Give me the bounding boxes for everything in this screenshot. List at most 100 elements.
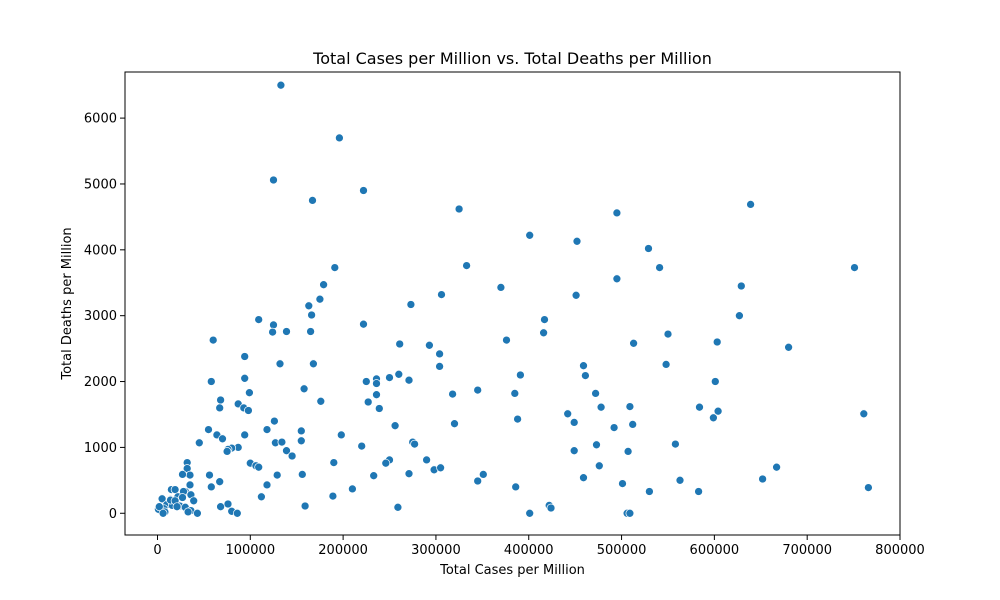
data-point bbox=[183, 507, 193, 517]
data-point bbox=[546, 503, 556, 513]
data-point bbox=[272, 470, 282, 480]
data-point bbox=[304, 301, 314, 311]
data-point bbox=[232, 508, 242, 518]
data-point bbox=[502, 335, 511, 345]
data-point bbox=[308, 196, 317, 205]
plot-frame bbox=[124, 71, 901, 536]
data-point bbox=[511, 482, 521, 492]
data-point bbox=[473, 385, 483, 395]
data-point bbox=[539, 328, 548, 338]
data-point bbox=[215, 403, 225, 413]
data-point bbox=[359, 186, 368, 195]
data-point bbox=[710, 377, 720, 386]
data-point bbox=[222, 447, 232, 456]
data-point bbox=[329, 458, 339, 467]
x-tick-label: 0 bbox=[153, 543, 161, 558]
data-point bbox=[436, 463, 445, 473]
data-point bbox=[473, 476, 483, 486]
data-point bbox=[579, 473, 588, 483]
data-point bbox=[395, 339, 405, 349]
data-point bbox=[300, 501, 310, 511]
data-point bbox=[569, 418, 579, 427]
data-point bbox=[170, 485, 180, 494]
data-point bbox=[390, 421, 400, 431]
data-point bbox=[462, 261, 471, 270]
data-point bbox=[216, 502, 225, 512]
data-point bbox=[277, 437, 287, 447]
data-point bbox=[157, 494, 167, 504]
data-point bbox=[713, 406, 723, 416]
data-point bbox=[525, 508, 535, 518]
data-point bbox=[254, 315, 264, 324]
data-point bbox=[435, 349, 444, 359]
y-tick-label: 0 bbox=[109, 507, 117, 522]
data-point bbox=[525, 230, 535, 240]
data-point bbox=[591, 389, 600, 398]
data-point bbox=[172, 502, 182, 512]
data-point bbox=[363, 397, 373, 407]
data-point bbox=[644, 244, 653, 253]
data-point bbox=[374, 404, 384, 413]
data-point bbox=[372, 390, 381, 400]
data-point bbox=[262, 480, 272, 490]
data-point bbox=[276, 80, 286, 90]
data-point bbox=[193, 508, 202, 518]
y-tick-label: 3000 bbox=[84, 309, 117, 324]
data-point bbox=[661, 360, 671, 369]
data-point bbox=[270, 416, 279, 426]
data-point bbox=[859, 409, 869, 419]
data-point bbox=[425, 340, 434, 350]
data-point bbox=[315, 294, 325, 304]
data-point bbox=[296, 436, 306, 446]
data-point bbox=[240, 430, 250, 440]
data-point bbox=[735, 311, 744, 321]
data-point bbox=[357, 441, 367, 451]
data-point bbox=[513, 414, 522, 424]
data-point bbox=[275, 359, 285, 369]
data-point bbox=[257, 492, 266, 502]
data-point bbox=[596, 402, 606, 412]
x-axis-title: Total Cases per Million bbox=[439, 563, 585, 578]
data-point bbox=[348, 484, 357, 494]
data-point bbox=[623, 447, 633, 456]
data-point bbox=[569, 446, 579, 456]
data-point bbox=[695, 402, 704, 412]
data-point bbox=[361, 377, 371, 386]
data-point bbox=[496, 283, 506, 292]
x-tick-label: 800000 bbox=[875, 543, 925, 558]
data-point bbox=[178, 493, 187, 502]
data-point bbox=[618, 479, 627, 488]
data-point bbox=[437, 290, 446, 299]
data-point bbox=[581, 371, 590, 380]
data-point bbox=[850, 263, 859, 272]
data-point bbox=[663, 329, 673, 339]
data-point bbox=[655, 263, 664, 272]
data-point bbox=[393, 502, 403, 512]
data-point bbox=[223, 499, 233, 509]
data-point bbox=[579, 361, 588, 371]
data-point bbox=[299, 384, 309, 394]
data-point bbox=[864, 483, 873, 492]
data-point bbox=[516, 370, 525, 380]
data-point bbox=[372, 379, 381, 388]
data-point bbox=[158, 508, 168, 518]
data-point bbox=[758, 474, 767, 484]
data-point bbox=[208, 335, 218, 345]
y-axis-title: Total Deaths per Million bbox=[60, 227, 75, 380]
data-point bbox=[189, 496, 199, 506]
data-point bbox=[448, 389, 457, 399]
data-point bbox=[625, 508, 635, 518]
data-point bbox=[269, 320, 278, 330]
x-tick-label: 400000 bbox=[504, 543, 554, 558]
x-tick-label: 700000 bbox=[782, 543, 832, 558]
data-point bbox=[205, 470, 214, 480]
data-point bbox=[594, 461, 604, 471]
data-point bbox=[309, 359, 318, 369]
y-tick-label: 2000 bbox=[84, 375, 117, 390]
data-point bbox=[746, 200, 755, 209]
data-point bbox=[245, 388, 254, 398]
data-point bbox=[410, 439, 419, 449]
y-tick-label: 4000 bbox=[84, 243, 117, 258]
data-point bbox=[206, 482, 216, 492]
